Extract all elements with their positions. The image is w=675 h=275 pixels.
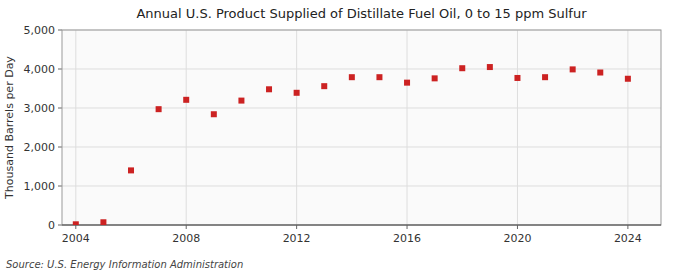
point <box>625 76 631 82</box>
chart-container: 0 1,000 2,000 3,000 4,000 5,000 2004 2008 2012 20… <box>0 0 675 275</box>
title: Annual U.S. Product Supplied of Distilla… <box>136 6 587 21</box>
point <box>542 74 548 80</box>
x-tick-label: 2012 <box>283 232 311 245</box>
point <box>321 83 327 89</box>
x-grid-line <box>627 30 628 225</box>
y-tick-label: 2,000 <box>24 141 56 154</box>
y-tick-label: 1,000 <box>24 180 56 193</box>
y-tick <box>58 147 62 148</box>
y-tick <box>58 69 62 70</box>
point <box>597 70 603 76</box>
y-tick-label: 4,000 <box>24 63 56 76</box>
source-note: Source: U.S. Energy Information Administ… <box>6 259 243 270</box>
y-grid-line <box>62 225 661 226</box>
x-tick-label: 2016 <box>393 232 421 245</box>
point <box>73 221 79 225</box>
chart: 0 1,000 2,000 3,000 4,000 5,000 2004 2008 2012 20… <box>0 0 675 275</box>
y-axis-label: Thousand Barrels per Day <box>3 56 16 200</box>
y-tick <box>58 186 62 187</box>
point <box>183 97 189 103</box>
y-grid-line <box>62 108 661 109</box>
x-tick-label: 2020 <box>503 232 531 245</box>
x-tick-label: 2004 <box>62 232 90 245</box>
x-tick-label: 2024 <box>614 232 642 245</box>
x-tick-label: 2008 <box>172 232 200 245</box>
point <box>570 66 576 72</box>
point <box>487 64 493 70</box>
point <box>404 80 410 86</box>
point <box>294 90 300 96</box>
x-grid-line <box>186 30 187 225</box>
x-tick <box>627 225 628 229</box>
axes: 0 1,000 2,000 3,000 4,000 5,000 2004 2008 2012 20… <box>24 24 662 245</box>
y-tick-label: 0 <box>48 219 55 232</box>
x-axis-line <box>62 225 661 226</box>
point <box>459 65 465 71</box>
x-grid-line <box>517 30 518 225</box>
y-tick <box>58 30 62 31</box>
point <box>266 86 272 92</box>
plot-frame <box>62 30 661 225</box>
point <box>376 74 382 80</box>
y-tick-label: 5,000 <box>24 24 56 37</box>
point <box>128 167 134 173</box>
point <box>156 106 162 112</box>
y-tick <box>58 225 62 226</box>
y-tick-label: 3,000 <box>24 102 56 115</box>
y-tick <box>58 108 62 109</box>
point <box>349 74 355 80</box>
y-grid-line <box>62 186 661 187</box>
point <box>211 111 217 117</box>
x-tick <box>186 225 187 229</box>
point <box>514 75 520 81</box>
y-grid-line <box>62 147 661 148</box>
x-grid-line <box>75 30 76 225</box>
point <box>238 98 244 104</box>
grid <box>62 30 661 225</box>
x-tick <box>517 225 518 229</box>
x-tick <box>407 225 408 229</box>
x-tick <box>75 225 76 229</box>
x-grid-line <box>296 30 297 225</box>
points <box>73 64 631 225</box>
point <box>432 75 438 81</box>
x-grid-line <box>407 30 408 225</box>
point <box>100 219 106 225</box>
plot-area <box>62 30 661 225</box>
x-tick <box>296 225 297 229</box>
